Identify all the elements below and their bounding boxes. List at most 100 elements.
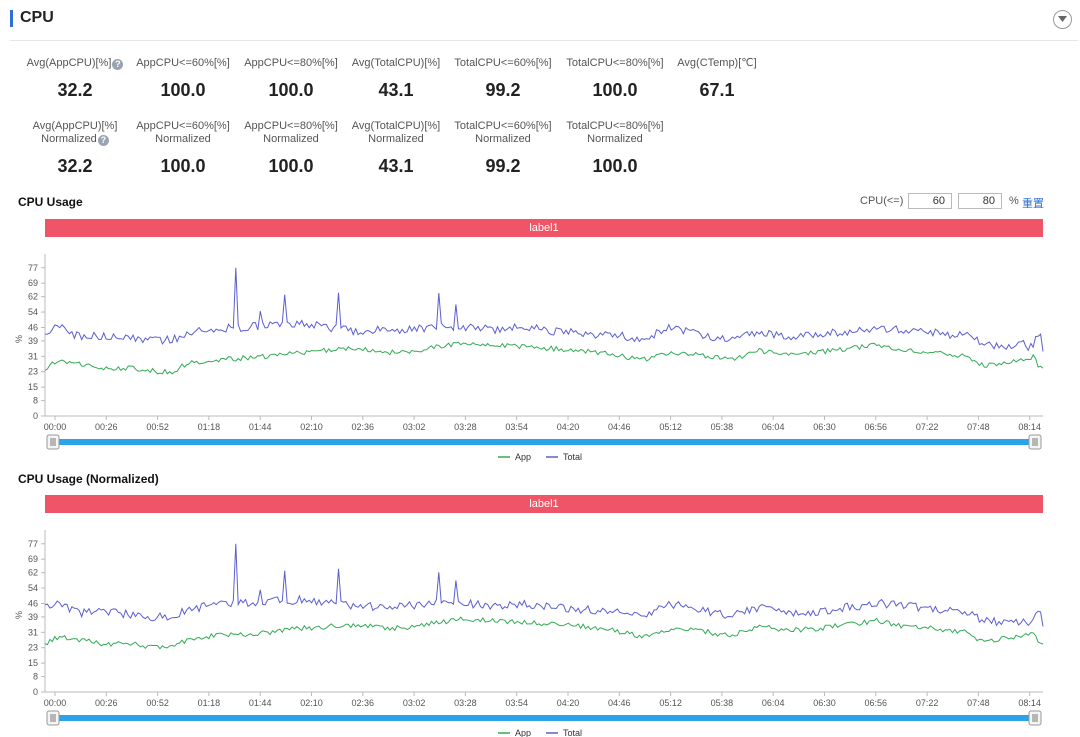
cpu-threshold-controls: CPU(<=) % 重置: [860, 193, 1050, 210]
threshold-unit: %: [1009, 195, 1019, 207]
x-tick-label: 03:54: [505, 698, 528, 708]
y-tick-label: 8: [33, 396, 38, 406]
y-tick-label: 62: [28, 568, 38, 578]
stat-label: AppCPU<=60%[%]: [136, 57, 230, 69]
zoom-slider-track[interactable]: [47, 715, 1041, 721]
y-tick-label: 46: [28, 322, 38, 332]
y-tick-label: 54: [28, 583, 38, 593]
stat-value: 100.0: [160, 156, 206, 176]
chart2-title: CPU Usage (Normalized): [18, 472, 159, 486]
x-tick-label: 06:30: [813, 422, 836, 432]
y-tick-label: 0: [33, 687, 38, 697]
reset-link[interactable]: 重置: [1022, 198, 1044, 210]
stat-value: 100.0: [268, 80, 314, 100]
x-tick-label: 06:56: [865, 422, 888, 432]
stat-value: 100.0: [160, 80, 206, 100]
x-tick-label: 06:04: [762, 698, 785, 708]
y-tick-label: 77: [28, 263, 38, 273]
threshold-input-1[interactable]: [908, 193, 952, 209]
x-tick-label: 04:46: [608, 422, 631, 432]
legend-label-total[interactable]: Total: [563, 728, 582, 737]
stat-label2: Normalized: [475, 133, 531, 145]
x-tick-label: 02:10: [300, 698, 323, 708]
x-tick-label: 07:22: [916, 422, 939, 432]
x-tick-label: 00:26: [95, 422, 118, 432]
stat-label2: Normalized: [155, 133, 211, 145]
section-header: CPU: [10, 7, 1078, 41]
y-tick-label: 15: [28, 382, 38, 392]
stat-value: 100.0: [268, 156, 314, 176]
x-tick-label: 08:14: [1018, 698, 1041, 708]
help-icon[interactable]: ?: [97, 135, 109, 146]
stat-label: AppCPU<=80%[%]: [244, 120, 338, 132]
x-tick-label: 03:54: [505, 422, 528, 432]
stat-label: AppCPU<=80%[%]: [244, 57, 338, 69]
stat-app-cpu-80-normalized: AppCPU<=80%[%] Normalized 100.0: [236, 120, 346, 178]
x-tick-label: 01:18: [198, 698, 221, 708]
stat-label: Avg(AppCPU)[%]: [26, 57, 112, 69]
x-tick-label: 03:28: [454, 422, 477, 432]
x-tick-label: 05:12: [659, 698, 682, 708]
stat-value: 100.0: [592, 80, 638, 100]
stat-app-cpu-60-normalized: AppCPU<=60%[%] Normalized 100.0: [128, 120, 238, 178]
y-tick-label: 62: [28, 292, 38, 302]
chart1-title: CPU Usage: [18, 195, 83, 209]
legend-label-app[interactable]: App: [515, 728, 531, 737]
x-tick-label: 02:10: [300, 422, 323, 432]
x-tick-label: 04:46: [608, 698, 631, 708]
y-tick-label: 15: [28, 658, 38, 668]
stat-value: 43.1: [378, 156, 414, 176]
x-tick-label: 00:52: [146, 422, 169, 432]
cpu-usage-normalized-chart: 0 8 15 23 31 39 46 54 62 69 77% 00:00 00:26 00:52 01:1…: [14, 530, 1044, 737]
x-tick-label: 07:48: [967, 422, 990, 432]
x-tick-label: 00:26: [95, 698, 118, 708]
stat-total-cpu-60-normalized: TotalCPU<=60%[%] Normalized 99.2: [448, 120, 558, 178]
stat-label: Avg(AppCPU)[%]: [32, 120, 118, 132]
legend-label-total[interactable]: Total: [563, 452, 582, 462]
y-tick-label: 0: [33, 411, 38, 421]
stat-value: 99.2: [485, 80, 521, 100]
stat-avg-total-cpu-normalized: Avg(TotalCPU)[%] Normalized 43.1: [341, 120, 451, 178]
legend-label-app[interactable]: App: [515, 452, 531, 462]
stat-label2: Normalized: [368, 133, 424, 145]
x-tick-label: 02:36: [352, 422, 375, 432]
series-line-app: [44, 616, 1044, 650]
stat-label: TotalCPU<=60%[%]: [454, 57, 552, 69]
stat-avg-total-cpu: Avg(TotalCPU)[%] 43.1: [341, 57, 451, 102]
stat-label: AppCPU<=60%[%]: [136, 120, 230, 132]
x-tick-label: 08:14: [1018, 422, 1041, 432]
x-tick-label: 01:18: [198, 422, 221, 432]
x-tick-label: 06:56: [865, 698, 888, 708]
y-tick-label: 77: [28, 539, 38, 549]
y-tick-label: 23: [28, 367, 38, 377]
x-tick-label: 04:20: [557, 698, 580, 708]
stat-app-cpu-80: AppCPU<=80%[%] 100.0: [236, 57, 346, 102]
y-tick-label: 39: [28, 612, 38, 622]
y-tick-label: 23: [28, 643, 38, 653]
x-tick-label: 00:52: [146, 698, 169, 708]
stat-label: Avg(CTemp)[℃]: [677, 57, 757, 69]
x-tick-label: 07:22: [916, 698, 939, 708]
y-tick-label: 54: [28, 307, 38, 317]
stat-value: 32.2: [57, 156, 93, 176]
stat-label2: Normalized: [587, 133, 643, 145]
zoom-slider-track[interactable]: [47, 439, 1041, 445]
y-axis-label: %: [14, 611, 24, 619]
x-tick-label: 05:38: [711, 422, 734, 432]
series-line-app: [44, 341, 1044, 375]
series-line-total: [44, 543, 1044, 627]
cpu-usage-chart: 0 8 15 23 31 39 46 54 62 69 77% 00:00 00:26 00:52 01:1…: [14, 254, 1044, 462]
x-tick-label: 02:36: [352, 698, 375, 708]
x-tick-label: 05:38: [711, 698, 734, 708]
stat-avg-app-cpu: Avg(AppCPU)[%]? 32.2: [20, 57, 130, 102]
stat-label2: Normalized: [41, 133, 97, 145]
collapse-button[interactable]: [1053, 10, 1072, 29]
x-tick-label: 00:00: [44, 698, 67, 708]
threshold-input-2[interactable]: [958, 193, 1002, 209]
stat-total-cpu-60: TotalCPU<=60%[%] 99.2: [448, 57, 558, 102]
x-tick-label: 03:02: [403, 422, 426, 432]
stat-value: 67.1: [699, 80, 735, 100]
help-icon[interactable]: ?: [112, 59, 124, 70]
stat-app-cpu-60: AppCPU<=60%[%] 100.0: [128, 57, 238, 102]
chart1-label-band: label1: [45, 219, 1043, 237]
